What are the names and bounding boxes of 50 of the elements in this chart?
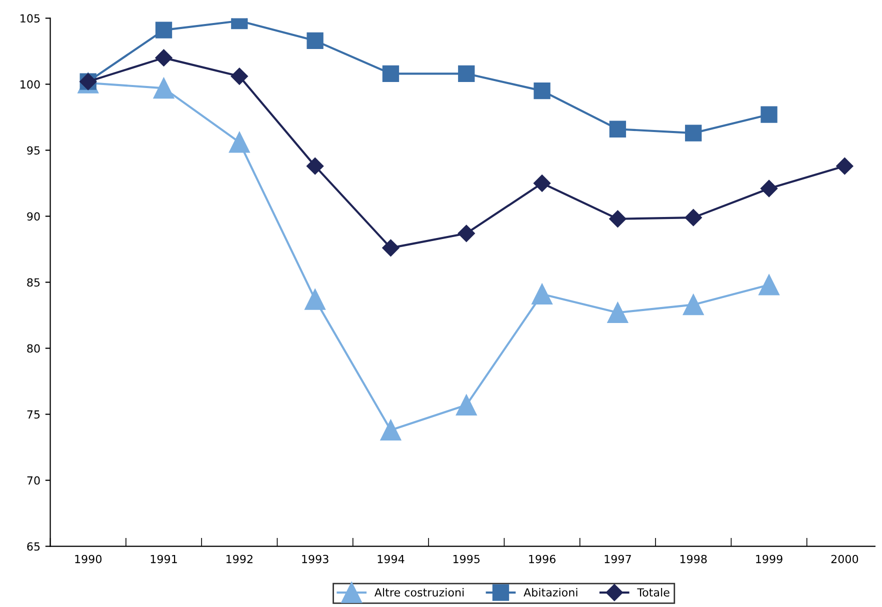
point — [155, 49, 172, 66]
point — [534, 174, 551, 192]
x-tick-label: 1992 — [226, 554, 252, 564]
y-tick-label: 65 — [27, 542, 40, 551]
x-tick-label: 2000 — [831, 554, 858, 564]
x-tick-label: 1996 — [529, 554, 556, 564]
point — [229, 132, 250, 153]
y-tick-label: 105 — [20, 14, 40, 23]
x-tick-label: 1991 — [150, 554, 177, 564]
x-tick-label: 1990 — [75, 554, 102, 564]
point — [685, 124, 702, 142]
x-tick-label: 1994 — [378, 554, 404, 564]
y-tick-label: 100 — [20, 80, 40, 89]
point — [836, 158, 854, 175]
point — [609, 120, 626, 138]
legend-label: Abitazioni — [524, 588, 578, 597]
point — [380, 420, 402, 441]
y-tick-label: 80 — [27, 344, 40, 353]
point — [458, 224, 475, 242]
y-tick-label: 95 — [27, 146, 40, 155]
point — [155, 22, 172, 38]
y-tick-label: 90 — [27, 212, 40, 221]
point — [607, 302, 628, 324]
x-tick-label: 1998 — [680, 554, 707, 564]
point — [458, 65, 475, 82]
point — [153, 78, 174, 99]
point — [306, 32, 324, 49]
point — [532, 284, 552, 305]
x-tick-label: 1993 — [302, 554, 328, 564]
point — [534, 82, 550, 100]
point — [230, 68, 248, 85]
y-tick-label: 85 — [27, 278, 40, 287]
point — [456, 394, 477, 416]
legend-label: Totale — [637, 588, 670, 597]
point — [682, 294, 704, 316]
x-tick-label: 1999 — [756, 554, 782, 564]
point — [758, 274, 780, 296]
x-tick-label: 1997 — [604, 554, 631, 564]
point — [382, 65, 400, 82]
point — [684, 209, 702, 226]
legend-label: Altre costruzioni — [374, 588, 464, 597]
y-tick-label: 75 — [27, 410, 40, 419]
point — [304, 289, 326, 310]
point — [306, 158, 324, 175]
point — [760, 180, 778, 198]
point — [382, 239, 400, 256]
x-tick-label: 1995 — [453, 554, 480, 564]
point — [760, 106, 778, 123]
point — [609, 210, 626, 228]
y-tick-label: 70 — [27, 476, 40, 485]
